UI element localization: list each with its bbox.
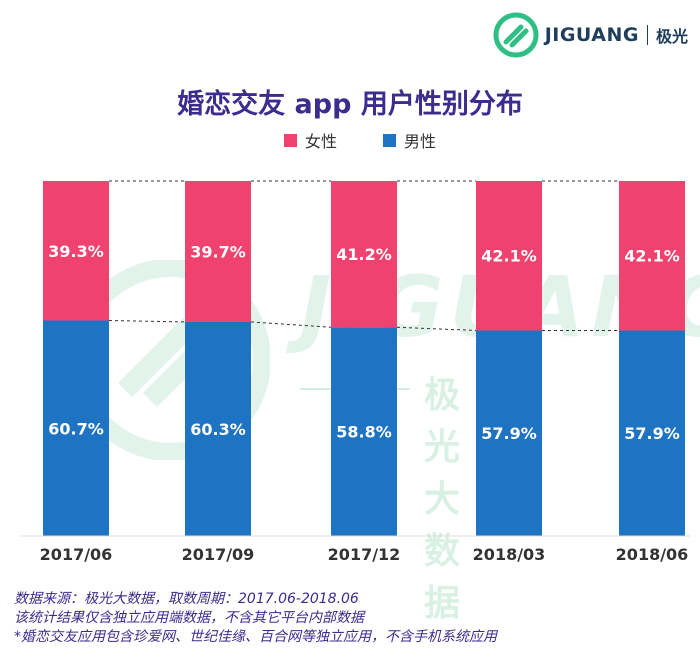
data-label-male-4: 57.9% — [624, 424, 680, 443]
bar-female-0 — [43, 181, 109, 321]
brand-name: JIGUANG — [544, 24, 639, 46]
legend-item-male: 男性 — [383, 128, 436, 152]
data-label-female-1: 39.7% — [190, 242, 246, 261]
bar-male-4 — [619, 330, 685, 536]
data-label-male-2: 58.8% — [336, 423, 392, 442]
bar-female-3 — [476, 181, 542, 331]
legend-item-female: 女性 — [284, 128, 337, 152]
x-tick-label-0: 2017/06 — [40, 545, 113, 564]
bar-male-0 — [43, 320, 109, 536]
legend-swatch-female — [284, 133, 297, 147]
brand-separator — [646, 25, 648, 45]
footnote-note: *婚恋交友应用包含珍爱网、世纪佳缘、百合网等独立应用，不含手机系统应用 — [14, 629, 497, 645]
connector-split-1 — [250, 321, 332, 328]
data-label-male-3: 57.9% — [481, 424, 537, 443]
data-label-female-0: 39.3% — [48, 242, 104, 261]
bar-male-1 — [185, 321, 251, 536]
bar-female-4 — [619, 181, 685, 331]
x-tick-label-4: 2018/06 — [616, 545, 689, 564]
bar-female-1 — [185, 181, 251, 322]
x-tick-label-1: 2017/09 — [182, 545, 255, 564]
x-tick-label-3: 2018/03 — [473, 545, 546, 564]
data-label-male-1: 60.3% — [190, 420, 246, 439]
footnotes: 数据来源：极光大数据，取数周期：2017.06-2018.06 该统计结果仅含独… — [14, 590, 497, 647]
data-label-female-3: 42.1% — [481, 247, 537, 266]
bar-male-2 — [331, 327, 397, 536]
jiguang-logo-icon — [493, 12, 539, 58]
brand-logo: JIGUANG 极光 — [493, 12, 688, 58]
data-label-female-4: 42.1% — [624, 247, 680, 266]
bar-male-3 — [476, 330, 542, 536]
footnote-scope: 该统计结果仅含独立应用端数据，不含其它平台内部数据 — [14, 610, 364, 626]
bar-female-2 — [331, 181, 397, 328]
connector-split-0 — [108, 320, 186, 323]
data-label-male-0: 60.7% — [48, 419, 104, 438]
legend-label-male: 男性 — [404, 132, 437, 151]
data-label-female-2: 41.2% — [336, 245, 392, 264]
legend-label-female: 女性 — [305, 132, 338, 151]
legend-swatch-male — [383, 133, 397, 147]
chart-legend: 女性 男性 — [284, 128, 436, 152]
x-tick-label-2: 2017/12 — [328, 545, 401, 564]
brand-cn-name: 极光 — [655, 27, 688, 46]
footnote-source: 数据来源：极光大数据，取数周期：2017.06-2018.06 — [14, 591, 359, 607]
chart-title: 婚恋交友 app 用户性别分布 — [177, 89, 523, 120]
connector-split-2 — [396, 326, 477, 331]
